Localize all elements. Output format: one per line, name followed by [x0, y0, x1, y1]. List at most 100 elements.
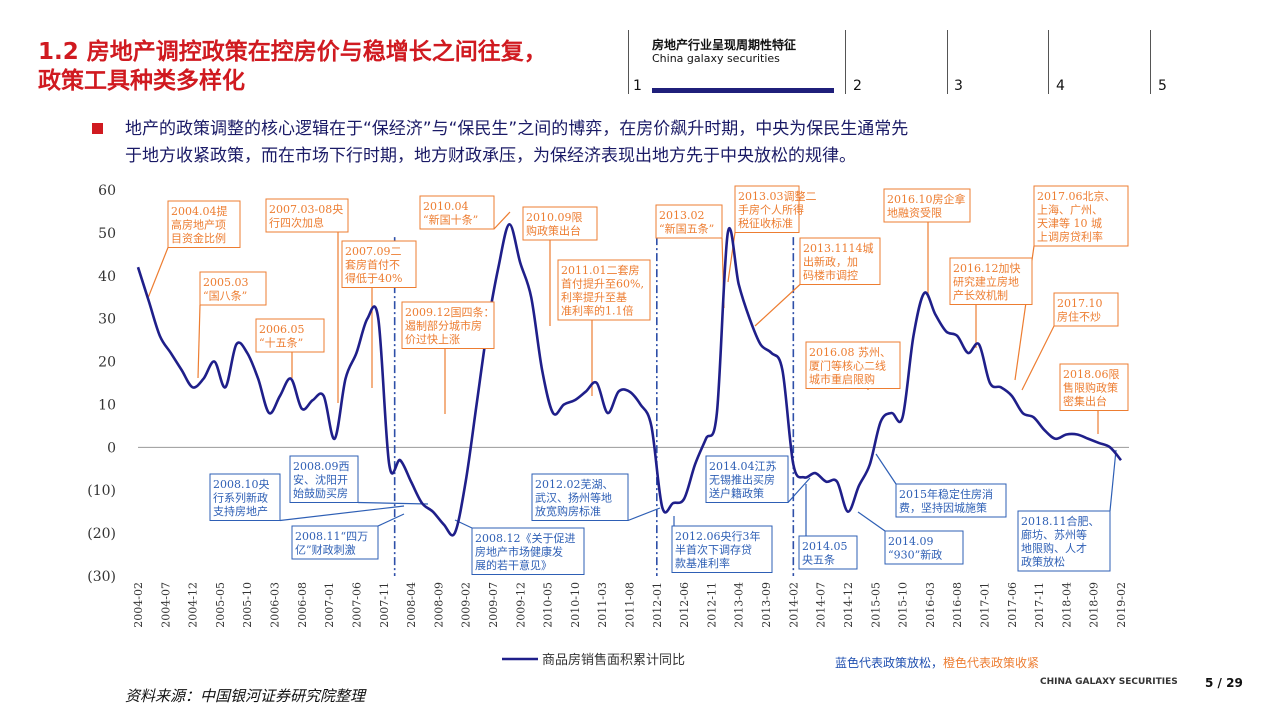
x-tick-label: 2012-06	[678, 582, 691, 628]
tighten-annotation-text: 目资金比例	[171, 231, 226, 245]
nav-divider	[1048, 30, 1049, 94]
tighten-annotation-box	[1059, 363, 1129, 411]
x-tick-label: 2012-01	[651, 582, 664, 628]
x-tick-label: 2007-06	[350, 582, 363, 628]
tighten-annotation-text: 2004.04提	[171, 205, 228, 218]
color-legend-note: 蓝色代表政策放松，橙色代表政策收紧	[835, 654, 1039, 671]
nav-divider	[628, 30, 629, 94]
tighten-annotation-text: 厦门等核心二线	[809, 359, 886, 373]
tighten-annotation-text: 出新政，加	[803, 255, 858, 269]
loosen-annotation: 2008.11“四万亿”财政刺激	[291, 525, 379, 560]
tighten-annotation-box	[655, 204, 723, 239]
summary-paragraph: 地产的政策调整的核心逻辑在于“保经济”与“保民生”之间的博弈，在房价飙升时期，中…	[125, 116, 1175, 170]
tighten-annotation-text: “十五条”	[259, 336, 303, 350]
loosen-annotation-text: 半首次下调存贷	[675, 543, 752, 557]
x-tick-label: 2004-02	[132, 582, 145, 628]
loosen-annotation-text: 款基准利率	[675, 556, 730, 570]
tighten-annotation-text: 价过快上涨	[405, 333, 460, 346]
y-tick-label: 40	[98, 269, 116, 285]
loosen-annotation-text: 2008.11“四万	[295, 530, 368, 543]
tighten-annotation-text: 2011.01二套房	[561, 264, 640, 277]
loosen-annotation-box	[289, 455, 359, 503]
nav-section-title: 房地产行业呈现周期性特征	[652, 38, 797, 52]
y-tick-label: (10)	[87, 483, 116, 499]
tighten-annotation-text: 行四次加息	[269, 216, 324, 230]
x-tick-label: 2004-07	[159, 582, 172, 628]
x-tick-label: 2004-12	[187, 582, 200, 628]
x-tick-label: 2007-11	[378, 582, 391, 628]
tighten-annotation-text: 购政策出台	[526, 224, 581, 238]
loosen-annotation-text: 房地产市场健康发	[475, 545, 563, 559]
tighten-annotation-box	[805, 341, 901, 389]
x-tick-label: 2018-09	[1088, 582, 1101, 628]
title-line-1: 1.2 房地产调控政策在控房价与稳增长之间往复，	[38, 39, 547, 65]
tighten-annotation-text: 码楼市调控	[803, 268, 858, 282]
tighten-leader-line	[1021, 325, 1055, 391]
loosen-annotation-box	[1017, 510, 1111, 572]
loosen-leader-line	[875, 453, 897, 485]
tighten-annotation-text: 上调房贷利率	[1037, 230, 1103, 244]
nav-item-2[interactable]: 2	[853, 78, 862, 94]
tighten-annotation-box	[401, 301, 495, 349]
tighten-leader-line	[754, 284, 801, 327]
tighten-annotation-text: 2016.08 苏州、	[809, 346, 891, 359]
loosen-leader-line	[279, 505, 405, 522]
loosen-annotation-box	[291, 525, 379, 560]
nav-item-3[interactable]: 3	[954, 78, 963, 94]
sales-area-chart: 60 50 40 30 20 10 0 (10) (20) (30) 2004-02 2004-07…	[87, 183, 1129, 668]
tighten-annotation: 2013.02“新国五条”	[655, 204, 723, 239]
y-tick-label: (30)	[87, 569, 116, 585]
loosen-annotation-box	[471, 527, 585, 575]
tighten-annotation-text: 上海、广州、	[1037, 203, 1103, 217]
tighten-annotation-text: 税征收标准	[738, 216, 793, 230]
tighten-annotation-text: 手房个人所得	[738, 203, 804, 217]
nav-section-subtitle: China galaxy securities	[652, 52, 780, 65]
y-tick-label: (20)	[87, 526, 116, 542]
loosen-annotation-text: 展的若干意见》	[475, 558, 552, 572]
tighten-leader-line	[493, 211, 511, 230]
page-title: 1.2 房地产调控政策在控房价与稳增长之间往复， 政策工具种类多样化	[38, 38, 547, 96]
tighten-annotation: 2010.04“新国十条”	[419, 195, 495, 230]
loosen-leader-line	[857, 511, 886, 532]
y-tick-label: 60	[98, 183, 116, 199]
nav-item-1[interactable]: 1	[633, 78, 642, 94]
tighten-annotation-box	[167, 200, 241, 248]
tighten-annotation-text: 2013.1114城	[803, 242, 874, 255]
tighten-leader-line	[147, 247, 169, 299]
loosen-leader-line	[1109, 449, 1117, 512]
tighten-annotation-text: 2017.10	[1057, 297, 1103, 310]
loosen-annotation-text: 始鼓励买房	[293, 486, 348, 500]
tighten-annotation-text: 2007.03-08央	[269, 203, 343, 216]
x-tick-label: 2014-02	[787, 582, 800, 628]
x-tick-label: 2005-10	[241, 582, 254, 628]
loosen-annotation-box	[705, 455, 789, 503]
tighten-annotation-box	[557, 259, 651, 321]
tighten-annotation-text: 2005.03	[203, 276, 249, 289]
loosen-leader-line	[787, 477, 811, 503]
x-tick-label: 2011-08	[624, 582, 637, 628]
tighten-annotation-text: 2010.04	[423, 200, 469, 213]
x-tick-label: 2019-02	[1115, 582, 1128, 628]
loosen-annotation-text: 地限购、人才	[1021, 541, 1087, 555]
tighten-annotation-box	[265, 198, 349, 233]
nav-item-5[interactable]: 5	[1158, 78, 1167, 94]
nav-item-4[interactable]: 4	[1056, 78, 1065, 94]
tighten-annotation: 2006.05“十五条”	[255, 318, 325, 353]
x-tick-label: 2006-03	[269, 582, 282, 628]
title-line-2: 政策工具种类多样化	[38, 68, 245, 94]
tighten-annotation-text: “新国十条”	[423, 213, 478, 227]
x-tick-label: 2010-10	[569, 582, 582, 628]
x-tick-label: 2006-08	[296, 582, 309, 628]
tighten-annotation-text: 2006.05	[259, 323, 305, 336]
loosen-annotation-text: 2014.09	[888, 535, 934, 548]
